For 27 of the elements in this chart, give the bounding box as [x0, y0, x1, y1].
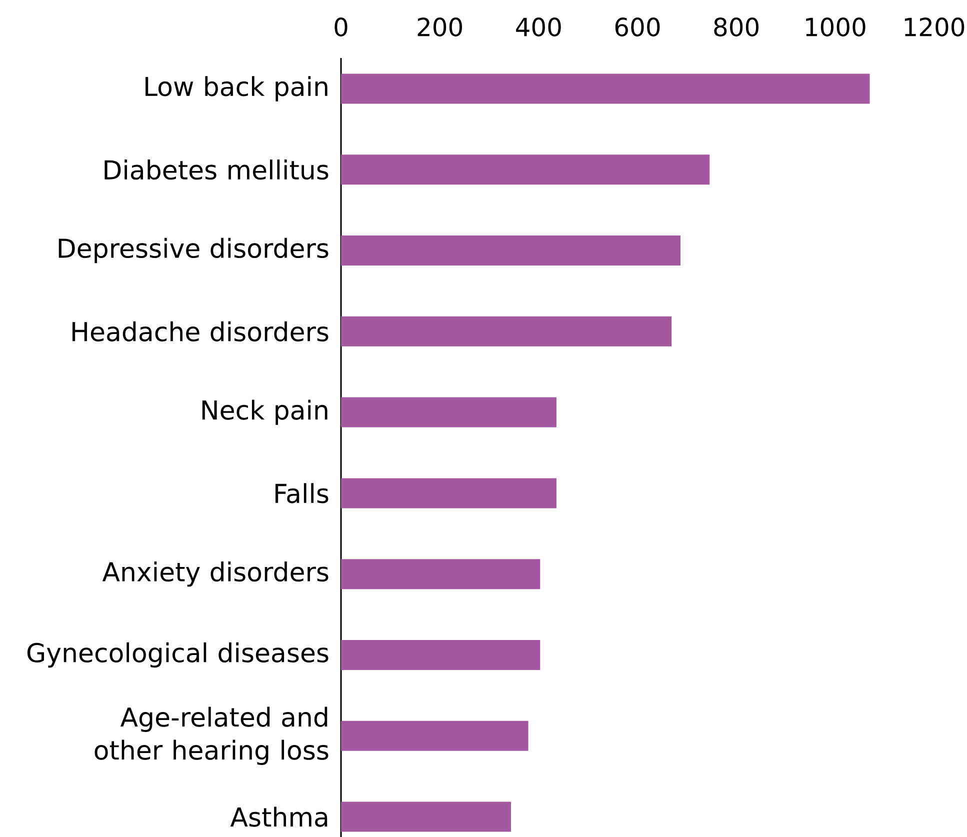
bar: [340, 316, 672, 346]
y-tick-label: Gynecological diseases: [27, 642, 328, 668]
bar: [340, 640, 540, 670]
bar: [340, 74, 870, 104]
y-tick-label: Neck pain: [202, 400, 328, 425]
x-tick-label: 800: [714, 18, 759, 36]
y-tick-label: Asthma: [230, 806, 328, 827]
y-tick-label: Diabetes mellitus: [104, 160, 328, 180]
y-tick-label: Age-related and other hearing loss: [94, 706, 328, 765]
bar: [340, 397, 556, 428]
bar: [340, 478, 556, 508]
bar: [340, 154, 710, 185]
y-tick-label: Low back pain: [146, 76, 328, 102]
x-tick-label: 1200: [904, 18, 964, 36]
y-tick-label: Depressive disorders: [58, 238, 328, 264]
bar: [340, 802, 511, 832]
x-tick-label: 600: [615, 18, 660, 36]
x-tick-label: 200: [418, 18, 462, 36]
bar: [340, 720, 528, 751]
bar: [340, 559, 540, 590]
y-tick-label: Headache disorders: [72, 321, 328, 342]
x-tick-label: 0: [334, 18, 348, 36]
y-tick-label: Anxiety disorders: [102, 562, 328, 587]
bar: [340, 236, 680, 266]
x-tick-label: 400: [516, 18, 561, 36]
y-tick-label: Falls: [276, 483, 328, 504]
x-tick-label: 1000: [806, 18, 866, 36]
